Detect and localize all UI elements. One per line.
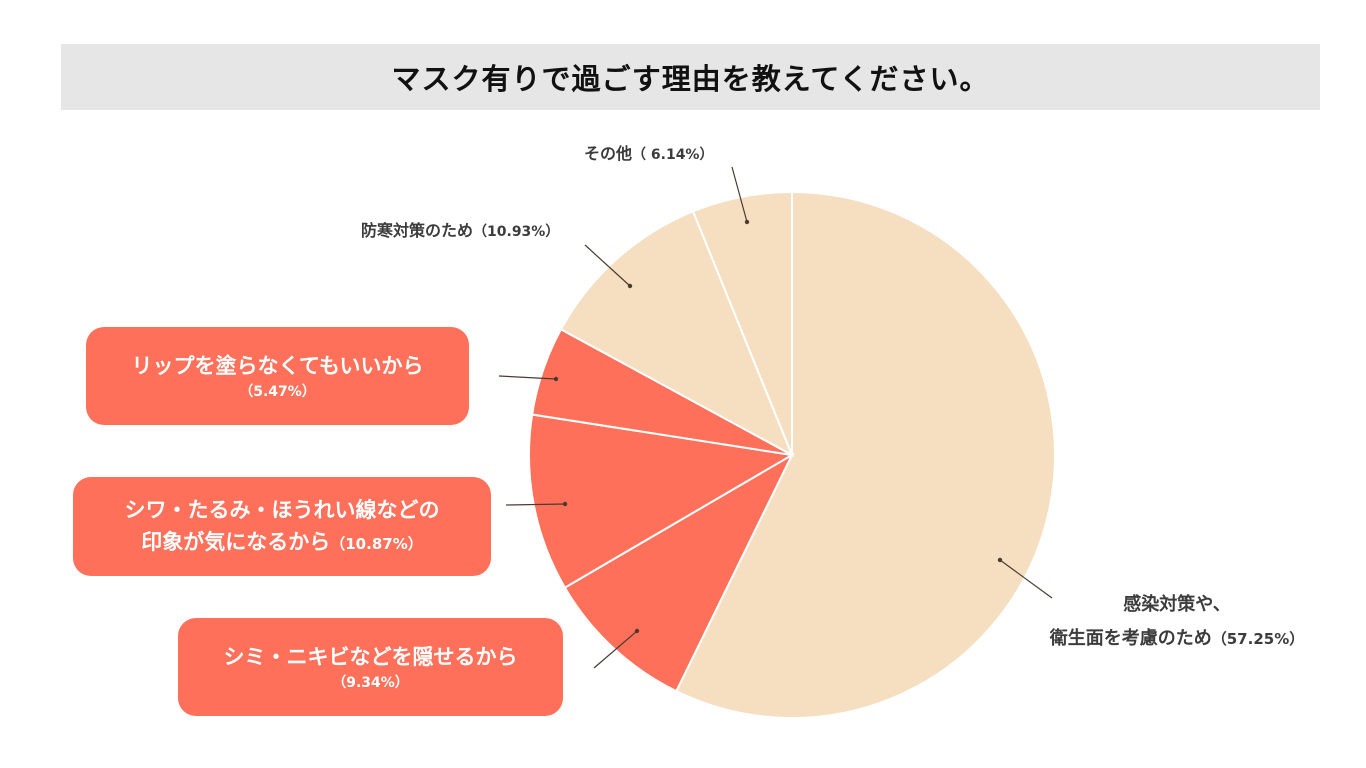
label-box-wrinkle: シワ・たるみ・ほうれい線などの 印象が気になるから（10.87%） <box>73 477 491 576</box>
label-infection: 感染対策や、 衛生面を考慮のため（57.25%） <box>1022 588 1332 656</box>
leader-dot-infection <box>997 557 1003 563</box>
label-other: その他（ 6.14%） <box>584 140 713 164</box>
slice-infection <box>674 190 1057 719</box>
leader-dot-wrinkle <box>562 501 568 507</box>
chart-title: マスク有りで過ごす理由を教えてください。 <box>391 62 990 96</box>
label-wrinkle-pct: （10.87%） <box>330 534 423 553</box>
label-other-pct: （ 6.14%） <box>632 147 714 163</box>
leader-line-other <box>731 166 748 223</box>
label-cold: 防寒対策のため（10.93%） <box>361 217 559 241</box>
label-wrinkle-line2: 印象が気になるから <box>141 529 331 554</box>
label-infection-pct: （57.25%） <box>1211 630 1305 648</box>
label-cold-pct: （10.93%） <box>473 224 560 240</box>
slice-cold <box>559 210 794 458</box>
leader-dot-lip <box>553 376 559 382</box>
leader-line-infection <box>999 559 1053 599</box>
label-spots-text: シミ・ニキビなどを隠せるから <box>223 645 518 669</box>
leader-line-wrinkle <box>505 503 566 506</box>
slice-spots <box>563 452 795 693</box>
label-lip-text: リップを塗らなくてもいいから <box>131 354 424 378</box>
label-infection-line2: 衛生面を考慮のため <box>1049 628 1212 649</box>
leader-line-spots <box>593 630 638 669</box>
leader-line-cold <box>584 244 631 287</box>
label-lip-pct: （5.47%） <box>239 384 316 400</box>
label-box-lip: リップを塗らなくてもいいから （5.47%） <box>86 327 469 425</box>
label-spots-pct: （9.34%） <box>332 675 409 691</box>
leader-dot-cold <box>627 283 633 289</box>
leader-dot-other <box>744 219 750 225</box>
title-bar: マスク有りで過ごす理由を教えてください。 <box>61 44 1320 110</box>
label-box-spots: シミ・ニキビなどを隠せるから （9.34%） <box>178 618 563 716</box>
label-other-text: その他 <box>584 144 633 163</box>
label-cold-text: 防寒対策のため <box>361 221 474 240</box>
slice-wrinkle <box>528 413 795 589</box>
slice-other <box>691 190 793 456</box>
leader-line-lip <box>498 375 557 380</box>
leader-dot-spots <box>634 628 640 634</box>
label-infection-line1: 感染対策や、 <box>1123 594 1231 615</box>
label-wrinkle-line1: シワ・たるみ・ほうれい線などの <box>124 497 440 522</box>
